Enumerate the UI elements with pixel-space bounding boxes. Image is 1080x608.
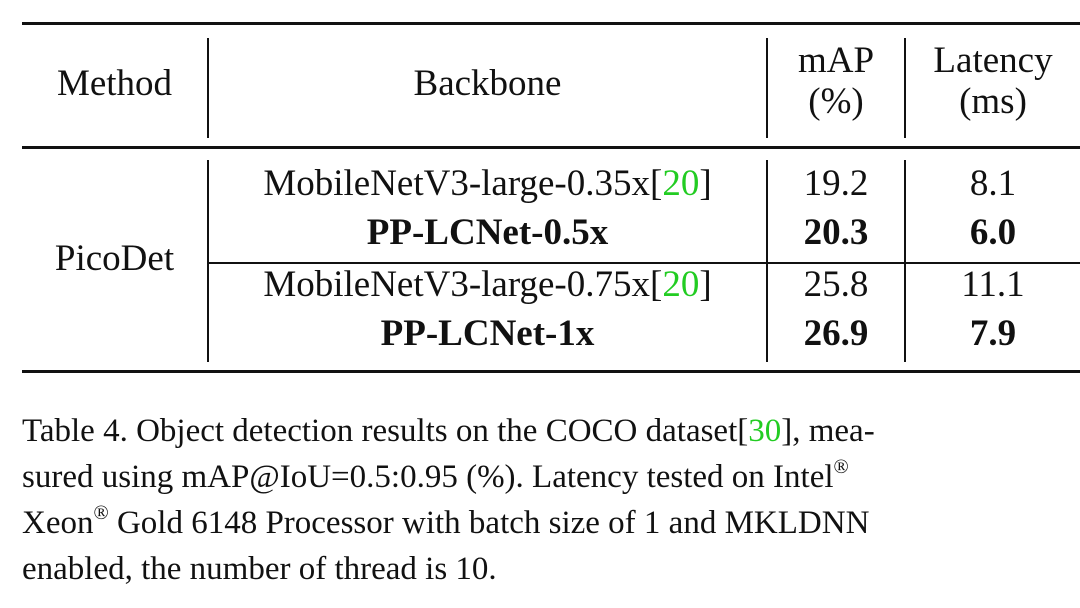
row-4-backbone: PP-LCNet-1x: [380, 313, 595, 354]
header-backbone: Backbone: [413, 63, 562, 104]
header-latency-label: Latency: [933, 40, 1053, 81]
header-latency-unit: (ms): [959, 81, 1027, 123]
method-picodet: PicoDet: [54, 238, 175, 279]
row-2-backbone: PP-LCNet-0.5x: [366, 212, 609, 253]
header-divider-map: [904, 38, 906, 138]
row-1-citation[interactable]: 20: [662, 163, 700, 204]
header-latency: Latency (ms): [906, 40, 1080, 123]
row-4-map: 26.9: [803, 313, 869, 354]
row-1-latency: 8.1: [969, 163, 1017, 204]
row-3-latency: 11.1: [961, 264, 1025, 305]
table-header-rule: [22, 146, 1080, 149]
caption-line-3: Xeon® Gold 6148 Processor with batch siz…: [22, 500, 1062, 546]
caption-citation[interactable]: 30: [748, 413, 782, 449]
header-map-label: mAP: [797, 40, 875, 81]
row-1-backbone: MobileNetV3-large-0.35x[20]: [263, 163, 712, 204]
caption-registered-mark-1: ®: [833, 456, 849, 478]
caption-line-3-end: Gold 6148 Processor with batch size of 1…: [108, 505, 870, 541]
caption-line-3-start: Xeon: [22, 505, 94, 541]
caption-line-1-start: Table 4. Object detection results on the…: [22, 413, 749, 449]
row-3-backbone-name: MobileNetV3-large-0.75x: [263, 264, 651, 305]
table-caption: Table 4. Object detection results on the…: [22, 408, 1062, 592]
row-1-backbone-name: MobileNetV3-large-0.35x: [263, 163, 651, 204]
results-table: Method Backbone mAP (%) Latency (ms) Pic…: [22, 22, 1080, 374]
caption-line-2-text: sured using mAP@IoU=0.5:0.95 (%). Latenc…: [22, 459, 834, 495]
row-3-citation[interactable]: 20: [662, 264, 700, 305]
body-divider-backbone: [766, 160, 768, 362]
caption-line-1-end: ], mea-: [781, 413, 875, 449]
caption-registered-mark-2: ®: [93, 502, 109, 524]
body-divider-map: [904, 160, 906, 362]
caption-line-4: enabled, the number of thread is 10.: [22, 551, 497, 587]
header-map-unit: (%): [808, 81, 864, 123]
row-2-latency: 6.0: [969, 212, 1017, 253]
row-1-map: 19.2: [803, 163, 869, 204]
table-bottom-rule: [22, 370, 1080, 373]
header-divider-backbone: [766, 38, 768, 138]
caption-line-1: Table 4. Object detection results on the…: [22, 408, 1062, 454]
header-method: Method: [56, 63, 173, 104]
header-divider-method: [207, 38, 209, 138]
body-divider-method: [207, 160, 209, 362]
table-group-rule: [208, 262, 1080, 264]
table-top-rule: [22, 22, 1080, 25]
caption-line-2: sured using mAP@IoU=0.5:0.95 (%). Latenc…: [22, 454, 1062, 500]
row-3-backbone: MobileNetV3-large-0.75x[20]: [263, 264, 712, 305]
row-3-map: 25.8: [803, 264, 869, 305]
row-2-map: 20.3: [803, 212, 869, 253]
header-map: mAP (%): [768, 40, 904, 123]
row-4-latency: 7.9: [969, 313, 1017, 354]
